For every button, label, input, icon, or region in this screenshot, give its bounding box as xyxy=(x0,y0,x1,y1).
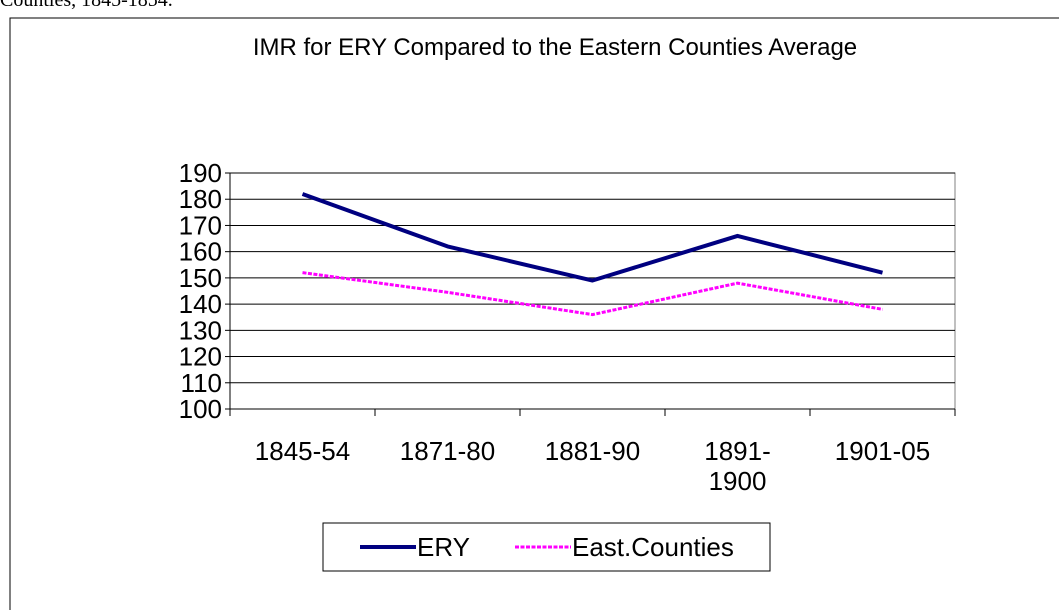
legend-label: East.Counties xyxy=(572,532,734,562)
y-tick-label: 130 xyxy=(179,315,222,345)
x-tick-label: 1891-1900 xyxy=(704,436,771,496)
y-tick-label: 160 xyxy=(179,237,222,267)
x-tick-label: 1845-54 xyxy=(254,436,351,466)
chart-frame xyxy=(9,17,1059,610)
chart-title: IMR for ERY Compared to the Eastern Coun… xyxy=(253,34,857,61)
series-line xyxy=(302,271,883,317)
y-tick-label: 120 xyxy=(179,342,222,372)
y-tick-label: 140 xyxy=(179,289,222,319)
y-tick-label: 150 xyxy=(179,263,222,293)
y-tick-label: 100 xyxy=(179,394,222,424)
y-tick-label: 170 xyxy=(179,210,222,240)
x-tick-label: 1901-05 xyxy=(834,436,931,466)
caption: Counties, 1845-1854. xyxy=(0,0,173,11)
legend-label: ERY xyxy=(417,532,470,562)
y-tick-label: 180 xyxy=(179,184,222,214)
series-line xyxy=(301,192,883,283)
x-tick-label: 1871-80 xyxy=(399,436,496,466)
x-tick-label: 1881-90 xyxy=(544,436,641,466)
y-tick-label: 190 xyxy=(179,158,222,188)
y-tick-label: 110 xyxy=(181,368,222,398)
